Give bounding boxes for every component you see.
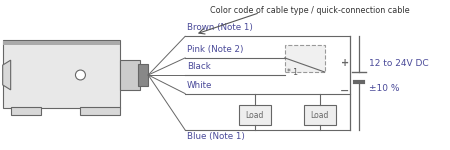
- Text: * 1: * 1: [287, 68, 298, 76]
- Bar: [11, 107, 40, 115]
- Text: +: +: [341, 58, 349, 68]
- Text: Blue (Note 1): Blue (Note 1): [187, 132, 245, 141]
- Text: −: −: [340, 86, 349, 96]
- Bar: [138, 64, 148, 86]
- Bar: [239, 105, 271, 125]
- Text: White: White: [187, 81, 212, 90]
- Text: Load: Load: [310, 111, 329, 120]
- Text: Pink (Note 2): Pink (Note 2): [187, 45, 243, 54]
- Bar: [3, 41, 120, 45]
- Text: Color code of cable type / quick-connection cable: Color code of cable type / quick-connect…: [210, 6, 410, 15]
- Bar: [304, 105, 336, 125]
- Text: Black: Black: [187, 62, 211, 71]
- Bar: [285, 45, 325, 72]
- Bar: [81, 107, 120, 115]
- Circle shape: [76, 70, 86, 80]
- Text: Load: Load: [246, 111, 264, 120]
- Text: Brown (Note 1): Brown (Note 1): [187, 23, 253, 32]
- Polygon shape: [3, 60, 11, 90]
- Bar: [3, 40, 120, 108]
- Bar: [120, 60, 140, 90]
- Text: ±10 %: ±10 %: [369, 84, 399, 93]
- Text: 12 to 24V DC: 12 to 24V DC: [369, 59, 428, 68]
